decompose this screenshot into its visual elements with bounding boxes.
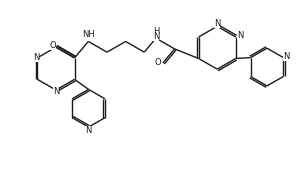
Text: N: N (53, 87, 59, 96)
Text: N: N (33, 53, 39, 62)
Text: N: N (153, 32, 159, 41)
Text: O: O (154, 58, 161, 67)
Text: N: N (237, 31, 244, 40)
Text: H: H (153, 27, 160, 36)
Text: O: O (49, 41, 56, 50)
Text: N: N (85, 126, 92, 135)
Text: N: N (283, 52, 290, 61)
Text: NH: NH (82, 30, 95, 39)
Text: N: N (214, 19, 220, 28)
